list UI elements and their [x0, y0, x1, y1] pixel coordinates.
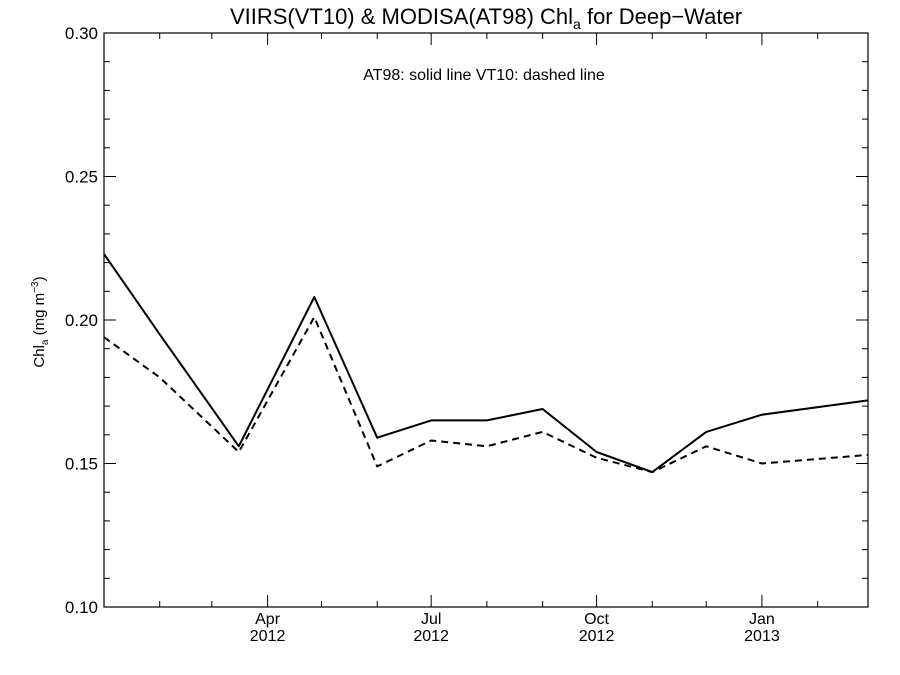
x-tick-month-label: Apr: [255, 611, 281, 628]
x-tick-month-label: Jul: [421, 611, 441, 628]
y-axis-label: Chla (mg m−3): [30, 276, 51, 367]
series-line-vt10: [103, 316, 869, 474]
chart-title-tail: for Deep−Water: [581, 4, 742, 29]
chart-title-subscript: a: [573, 16, 581, 32]
x-tick-year-label: 2013: [744, 628, 780, 645]
y-tick-label: 0.25: [65, 168, 98, 187]
plot-frame: [103, 32, 869, 608]
x-tick-month-label: Oct: [584, 611, 609, 628]
y-tick-label: 0.20: [65, 311, 98, 330]
chart-title-main: VIIRS(VT10) & MODISA(AT98) Chl: [230, 4, 573, 29]
axis-ticks: 0.100.150.200.250.30Apr2012Jul2012Oct201…: [65, 24, 868, 645]
y-axis-label-main: Chl: [31, 345, 48, 368]
y-axis-label-subscript: a: [40, 339, 51, 345]
y-axis-label-close: ): [31, 276, 48, 281]
x-tick-year-label: 2012: [413, 628, 449, 645]
series-line-at98: [103, 253, 869, 474]
chart-title: VIIRS(VT10) & MODISA(AT98) Chla for Deep…: [230, 4, 742, 32]
x-tick-month-label: Jan: [749, 611, 775, 628]
chart-annotation: AT98: solid line VT10: dashed line: [363, 67, 605, 84]
x-tick-year-label: 2012: [250, 628, 286, 645]
series-lines: [103, 253, 869, 474]
y-axis-label-unit: (mg m: [31, 293, 48, 340]
x-tick-year-label: 2012: [579, 628, 615, 645]
y-tick-label: 0.15: [65, 455, 98, 474]
y-axis-label-superscript: −3: [30, 281, 41, 293]
y-tick-label: 0.10: [65, 598, 98, 617]
y-tick-label: 0.30: [65, 24, 98, 43]
